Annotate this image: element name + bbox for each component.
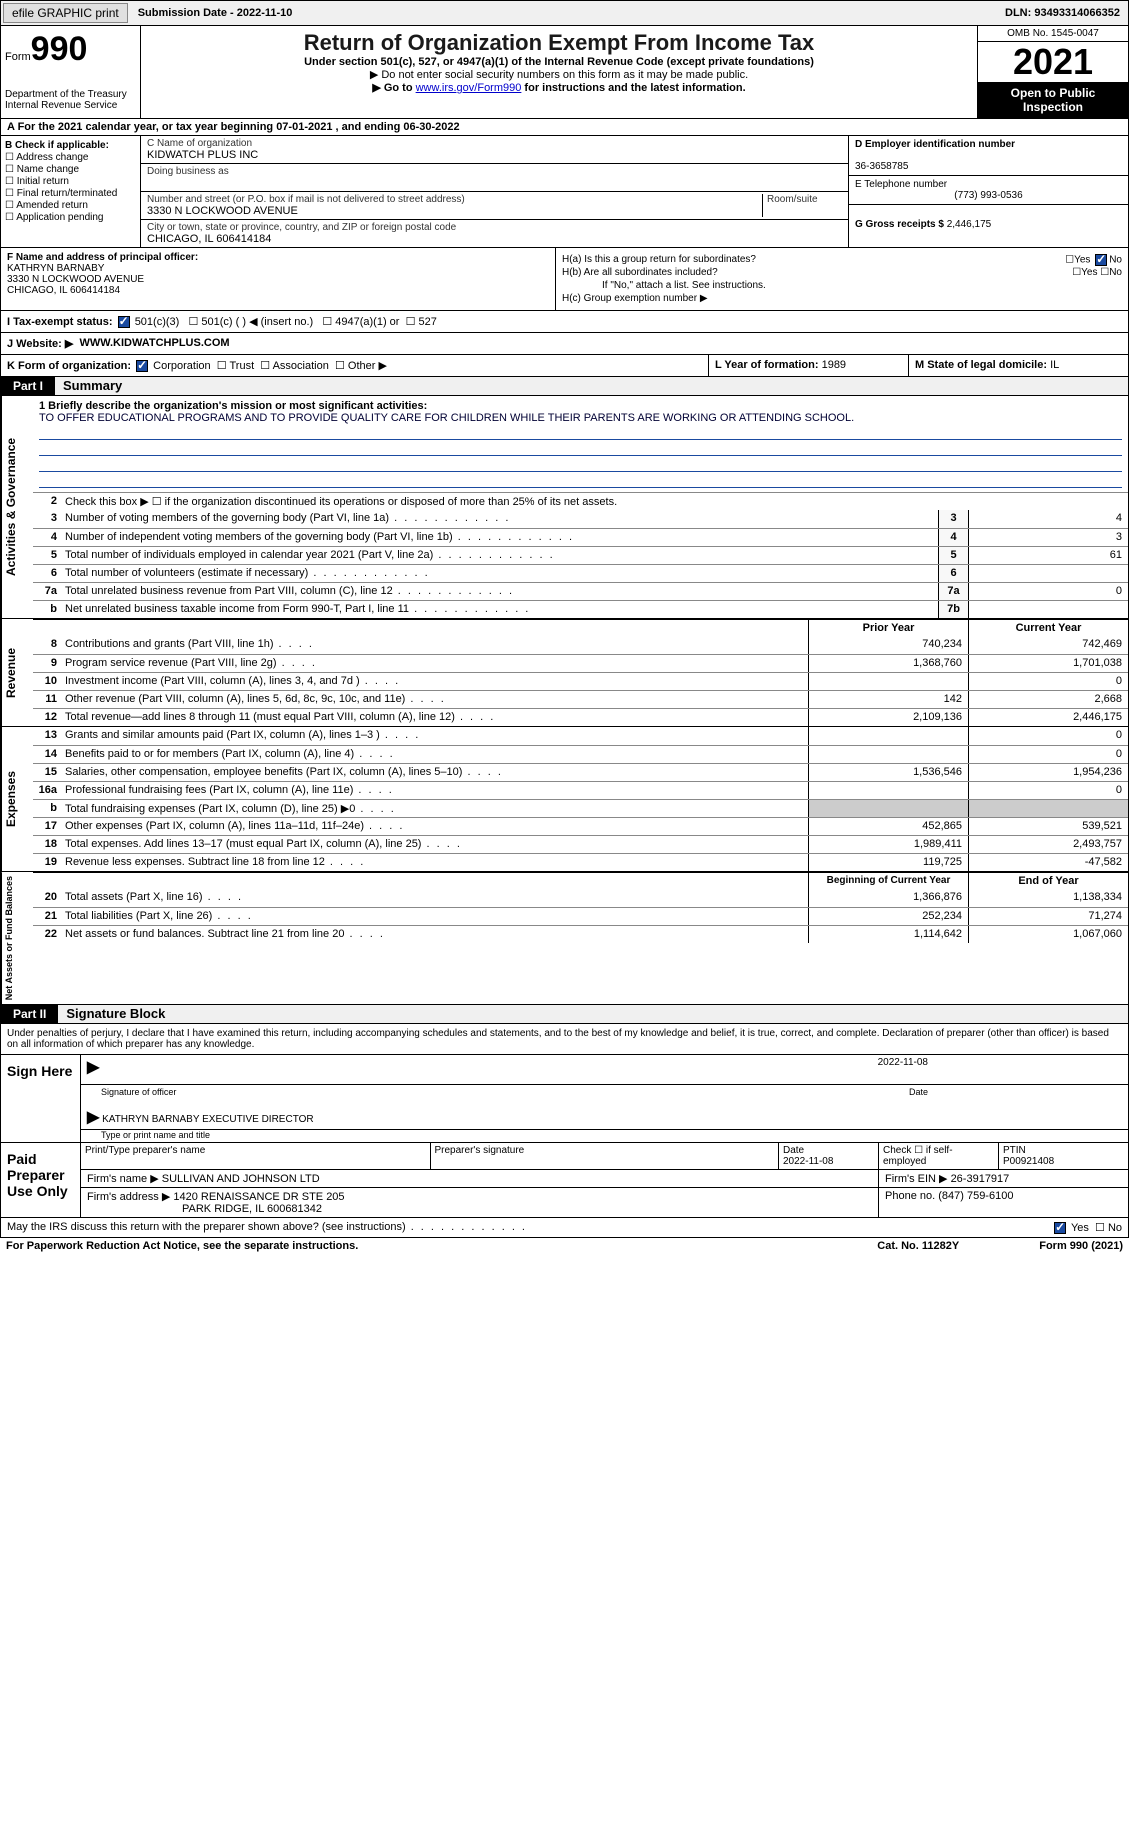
mission-text: TO OFFER EDUCATIONAL PROGRAMS AND TO PRO… [39,412,854,424]
org-city: CHICAGO, IL 606414184 [147,233,271,245]
summary-line-6: 6Total number of volunteers (estimate if… [33,564,1128,582]
summary-line-17: 17Other expenses (Part IX, column (A), l… [33,817,1128,835]
section-d: D Employer identification number36-36587… [848,136,1128,247]
form-header: Form990 Department of the Treasury Inter… [0,26,1129,119]
goto-note: ▶ Go to www.irs.gov/Form990 for instruct… [145,81,973,94]
activities-governance: Activities & Governance 1 Briefly descri… [0,396,1129,619]
chk-name-change[interactable]: ☐ Name change [5,164,136,175]
expenses-section: Expenses 13Grants and similar amounts pa… [0,727,1129,872]
omb-number: OMB No. 1545-0047 [978,26,1128,42]
summary-line-11: 11Other revenue (Part VIII, column (A), … [33,690,1128,708]
vtab-netassets: Net Assets or Fund Balances [1,872,33,1004]
telephone: (773) 993-0536 [855,190,1122,201]
state-domicile: IL [1050,359,1059,371]
ha-no-check [1095,254,1107,266]
summary-line-19: 19Revenue less expenses. Subtract line 1… [33,853,1128,871]
submission-date: Submission Date - 2022-11-10 [130,5,301,21]
vtab-ag: Activities & Governance [1,396,33,618]
chk-final-return[interactable]: ☐ Final return/terminated [5,188,136,199]
chk-address-change[interactable]: ☐ Address change [5,152,136,163]
org-address: 3330 N LOCKWOOD AVENUE [147,205,298,217]
declaration-text: Under penalties of perjury, I declare th… [0,1024,1129,1055]
summary-line-b: bTotal fundraising expenses (Part IX, co… [33,799,1128,817]
firm-addr: 1420 RENAISSANCE DR STE 205 [173,1191,344,1203]
efile-print-button[interactable]: efile GRAPHIC print [3,3,128,23]
part2-header: Part IISignature Block [0,1005,1129,1024]
summary-line-8: 8Contributions and grants (Part VIII, li… [33,636,1128,654]
section-f: F Name and address of principal officer:… [1,248,556,310]
officer-sig-name: KATHRYN BARNABY EXECUTIVE DIRECTOR [102,1114,314,1125]
section-fh: F Name and address of principal officer:… [0,247,1129,311]
sig-date: 2022-11-08 [878,1057,928,1068]
summary-line-b: bNet unrelated business taxable income f… [33,600,1128,618]
chk-501c3 [118,316,130,328]
chk-corporation [136,360,148,372]
vtab-revenue: Revenue [1,619,33,726]
website-value: WWW.KIDWATCHPLUS.COM [79,337,229,350]
summary-line-4: 4Number of independent voting members of… [33,528,1128,546]
summary-line-7a: 7aTotal unrelated business revenue from … [33,582,1128,600]
summary-line-16a: 16aProfessional fundraising fees (Part I… [33,781,1128,799]
form-number: 990 [31,30,88,68]
officer-name: KATHRYN BARNABY [7,263,104,274]
section-bcd: B Check if applicable: ☐ Address change … [0,136,1129,247]
row-j: J Website: ▶ WWW.KIDWATCHPLUS.COM [0,333,1129,355]
summary-line-20: 20Total assets (Part X, line 16)1,366,87… [33,889,1128,907]
firm-name: SULLIVAN AND JOHNSON LTD [162,1173,320,1185]
mission-block: 1 Briefly describe the organization's mi… [33,396,1128,492]
irs-link[interactable]: www.irs.gov/Form990 [416,82,522,94]
section-c: C Name of organizationKIDWATCH PLUS INC … [141,136,848,247]
paid-preparer-section: Paid Preparer Use Only Print/Type prepar… [0,1143,1129,1218]
irs-label: Internal Revenue Service [5,100,136,111]
summary-line-18: 18Total expenses. Add lines 13–17 (must … [33,835,1128,853]
form-label: Form [5,51,31,63]
firm-ein: 26-3917917 [951,1173,1010,1185]
open-to-public: Open to Public Inspection [978,82,1128,118]
section-h: H(a) Is this a group return for subordin… [556,248,1128,310]
revenue-section: Revenue Prior YearCurrent Year 8Contribu… [0,619,1129,727]
summary-line-12: 12Total revenue—add lines 8 through 11 (… [33,708,1128,726]
org-name: KIDWATCH PLUS INC [147,149,258,161]
netassets-section: Net Assets or Fund Balances Beginning of… [0,872,1129,1005]
tax-year: 2021 [978,42,1128,82]
chk-amended[interactable]: ☐ Amended return [5,200,136,211]
section-b: B Check if applicable: ☐ Address change … [1,136,141,247]
page-footer: For Paperwork Reduction Act Notice, see … [0,1238,1129,1254]
summary-line-22: 22Net assets or fund balances. Subtract … [33,925,1128,943]
row-a-tax-year: A For the 2021 calendar year, or tax yea… [0,119,1129,136]
prep-date: 2022-11-08 [783,1156,833,1167]
firm-phone: (847) 759-6100 [938,1190,1013,1202]
chk-initial-return[interactable]: ☐ Initial return [5,176,136,187]
row-klm: K Form of organization: Corporation ☐ Tr… [0,355,1129,377]
discuss-row: May the IRS discuss this return with the… [0,1218,1129,1238]
summary-line-3: 3Number of voting members of the governi… [33,510,1128,528]
summary-line-21: 21Total liabilities (Part X, line 26)252… [33,907,1128,925]
ein-value: 36-3658785 [855,161,908,172]
form-title: Return of Organization Exempt From Incom… [145,30,973,56]
sign-here-section: Sign Here ▶ 2022-11-08 Signature of offi… [0,1055,1129,1143]
ptin: P00921408 [1003,1156,1054,1167]
year-formation: 1989 [822,359,846,371]
chk-app-pending[interactable]: ☐ Application pending [5,212,136,223]
vtab-expenses: Expenses [1,727,33,871]
part1-header: Part ISummary [0,377,1129,396]
discuss-yes [1054,1222,1066,1234]
top-bar: efile GRAPHIC print Submission Date - 20… [0,0,1129,26]
summary-line-15: 15Salaries, other compensation, employee… [33,763,1128,781]
row-i: I Tax-exempt status: 501(c)(3) ☐ 501(c) … [0,311,1129,333]
dln-number: DLN: 93493314066352 [997,5,1128,21]
row-l: L Year of formation: 1989 [708,355,908,376]
summary-line-14: 14Benefits paid to or for members (Part … [33,745,1128,763]
summary-line-9: 9Program service revenue (Part VIII, lin… [33,654,1128,672]
summary-line-5: 5Total number of individuals employed in… [33,546,1128,564]
summary-line-10: 10Investment income (Part VIII, column (… [33,672,1128,690]
gross-receipts: 2,446,175 [947,219,992,230]
ssn-note: ▶ Do not enter social security numbers o… [145,68,973,81]
form-subtitle: Under section 501(c), 527, or 4947(a)(1)… [145,56,973,68]
dept-treasury: Department of the Treasury [5,89,136,100]
row-k: K Form of organization: Corporation ☐ Tr… [1,355,708,376]
row-m: M State of legal domicile: IL [908,355,1128,376]
summary-line-13: 13Grants and similar amounts paid (Part … [33,727,1128,745]
